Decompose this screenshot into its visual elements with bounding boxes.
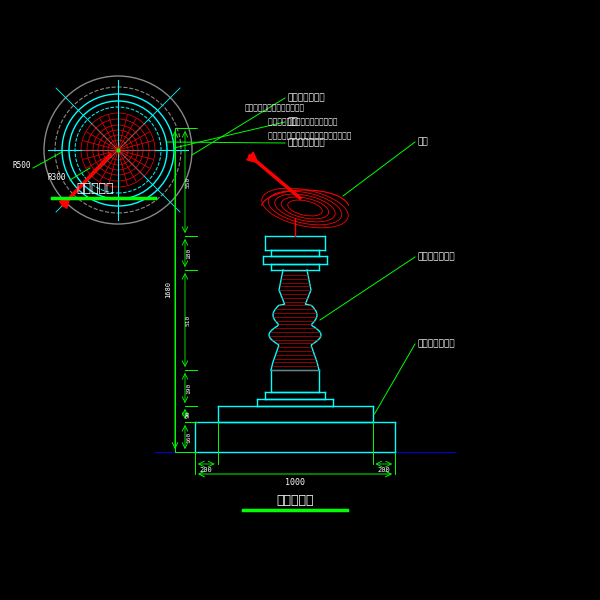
Text: 白色花岗岩基座: 白色花岗岩基座: [287, 94, 325, 103]
Text: 说明：日晷由专业厂家定做。: 说明：日晷由专业厂家定做。: [245, 103, 305, 113]
Text: 160: 160: [186, 431, 191, 443]
Polygon shape: [247, 152, 257, 163]
Text: 190: 190: [186, 382, 191, 394]
Text: 550: 550: [186, 176, 191, 188]
Text: 200: 200: [377, 467, 390, 473]
Polygon shape: [59, 198, 70, 208]
Text: 尺寸和材料、形式参照本图设计。: 尺寸和材料、形式参照本图设计。: [245, 118, 337, 127]
Text: 铸铜: 铸铜: [287, 118, 298, 127]
Text: 1000: 1000: [285, 478, 305, 487]
Text: 白色大理石柱身: 白色大理石柱身: [417, 253, 455, 262]
Text: R500: R500: [13, 161, 31, 170]
Text: 日晷立面图: 日晷立面图: [276, 494, 314, 507]
Text: 510: 510: [186, 314, 191, 326]
Text: 180: 180: [186, 247, 191, 259]
Text: 日晷的安装方式及基础做法由厂家确定。: 日晷的安装方式及基础做法由厂家确定。: [245, 131, 352, 140]
Text: 1680: 1680: [165, 281, 171, 298]
Text: 日晷平面图: 日晷平面图: [76, 182, 114, 195]
Text: 白色花岗岩基座: 白色花岗岩基座: [417, 340, 455, 349]
Text: R300: R300: [47, 173, 66, 182]
Text: 200: 200: [200, 467, 212, 473]
Text: 铸铜: 铸铜: [417, 137, 428, 146]
Text: 90: 90: [186, 410, 191, 418]
Text: 白色大理石柱身: 白色大理石柱身: [287, 139, 325, 148]
